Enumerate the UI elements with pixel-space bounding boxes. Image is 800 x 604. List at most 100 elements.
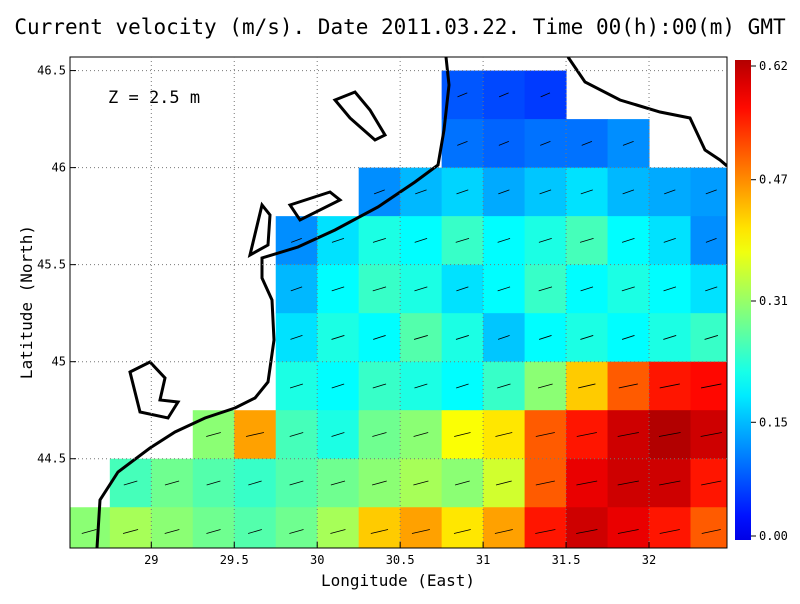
current-arrow <box>659 383 680 389</box>
current-arrow <box>164 480 180 486</box>
current-arrow <box>370 529 389 534</box>
current-arrow <box>411 529 430 534</box>
velocity-cell <box>690 264 727 314</box>
current-arrow <box>455 335 469 340</box>
current-arrow <box>123 480 138 486</box>
x-tick-label: 30.5 <box>386 553 415 567</box>
coast-west <box>95 57 451 548</box>
lake <box>128 360 181 420</box>
current-arrow <box>289 480 304 486</box>
colorbar <box>735 60 751 540</box>
current-arrow <box>622 189 635 195</box>
current-arrow <box>705 238 717 243</box>
current-arrow <box>457 92 468 98</box>
y-tick-label: 46 <box>52 161 66 175</box>
current-arrow <box>580 189 593 195</box>
colorbar-tick-label: 0.31 <box>759 294 788 308</box>
current-arrow <box>498 140 509 146</box>
current-arrow <box>621 238 635 243</box>
current-arrow <box>248 480 262 486</box>
current-arrow <box>538 238 552 243</box>
current-arrow <box>540 92 551 98</box>
current-arrow <box>498 92 509 98</box>
current-arrow <box>413 335 428 340</box>
current-arrow <box>331 238 345 243</box>
current-arrow <box>540 140 551 146</box>
current-arrow <box>289 529 304 534</box>
velocity-cell <box>317 507 360 548</box>
colorbar-tick-label: 0.62 <box>759 59 788 73</box>
current-arrow <box>454 432 471 437</box>
current-arrow <box>206 432 221 437</box>
current-arrow <box>372 286 387 292</box>
plot-frame <box>69 56 728 549</box>
x-tick-label: 31 <box>476 553 490 567</box>
current-arrow <box>372 383 387 389</box>
current-arrow <box>704 335 718 340</box>
velocity-cell <box>192 507 235 548</box>
current-arrow <box>495 432 513 437</box>
current-arrow <box>456 286 469 292</box>
current-arrow <box>414 238 428 243</box>
current-arrow <box>497 286 511 292</box>
current-arrow <box>372 480 387 486</box>
velocity-cell <box>358 507 401 548</box>
current-arrow <box>455 238 470 243</box>
lake <box>332 90 388 142</box>
velocity-cell <box>690 313 727 363</box>
current-arrow <box>372 238 386 243</box>
velocity-cell <box>275 507 318 548</box>
current-arrow <box>538 286 553 292</box>
velocity-cell <box>649 507 691 548</box>
y-tick-label: 46.5 <box>37 64 66 78</box>
lake <box>247 201 272 258</box>
colorbar-tick-label: 0.15 <box>759 415 788 429</box>
current-arrow <box>289 383 304 389</box>
current-arrow <box>618 383 638 389</box>
current-arrow <box>578 383 596 389</box>
current-arrow <box>456 383 469 389</box>
current-arrow <box>81 529 97 534</box>
y-axis-label: Latitude (North) <box>17 225 36 379</box>
velocity-cell <box>607 507 650 548</box>
velocity-cell <box>524 507 567 548</box>
coastline <box>95 57 727 548</box>
current-arrow <box>494 529 513 534</box>
velocity-cell <box>690 507 727 548</box>
current-arrow <box>413 480 429 486</box>
current-arrow <box>330 480 346 486</box>
current-arrow <box>454 480 470 486</box>
current-arrow <box>659 529 680 534</box>
current-arrow <box>331 286 345 292</box>
current-arrow <box>456 189 469 195</box>
current-arrow <box>663 335 677 340</box>
current-arrow <box>248 529 262 534</box>
current-arrow <box>576 480 598 486</box>
x-axis-label: Longitude (East) <box>321 571 475 590</box>
current-arrow <box>537 383 553 389</box>
current-arrow <box>331 432 345 437</box>
velocity-cell <box>566 507 609 548</box>
current-arrow <box>331 383 345 389</box>
colorbar-tick-label: 0.47 <box>759 173 788 187</box>
current-arrow <box>206 480 221 486</box>
current-arrow <box>495 480 512 486</box>
current-arrow <box>580 335 594 340</box>
current-arrow <box>291 238 302 243</box>
velocity-cell <box>234 507 277 548</box>
current-arrow <box>701 529 721 534</box>
current-arrow <box>659 480 681 486</box>
current-arrow <box>539 189 552 195</box>
x-tick-label: 30 <box>310 553 324 567</box>
current-arrow <box>579 238 594 243</box>
velocity-field <box>70 70 727 548</box>
x-tick-label: 31.5 <box>552 553 581 567</box>
current-arrow <box>164 529 180 534</box>
current-arrow <box>535 432 555 437</box>
depth-annotation: Z = 2.5 m <box>108 88 200 108</box>
current-arrow <box>700 432 722 437</box>
y-tick-label: 45 <box>52 355 66 369</box>
current-arrow <box>330 529 346 534</box>
chart-title: Current velocity (m/s). Date 2011.03.22.… <box>14 15 786 39</box>
current-arrow <box>617 529 639 534</box>
